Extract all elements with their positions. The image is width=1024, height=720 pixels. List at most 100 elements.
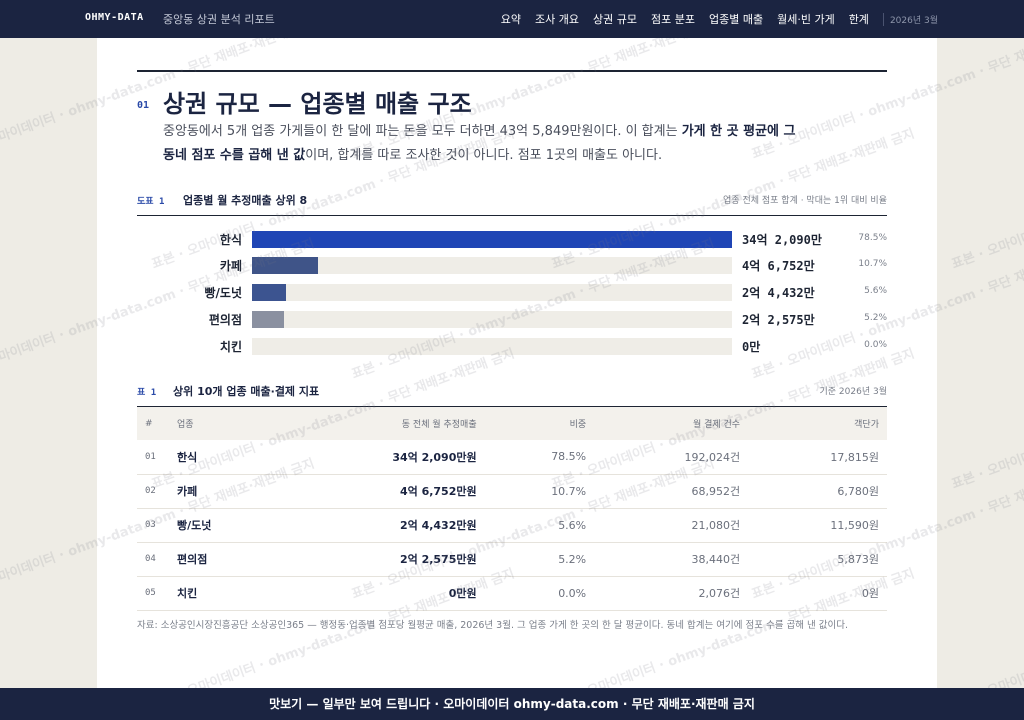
category-label: 치킨: [219, 340, 242, 354]
nav-link[interactable]: 한계: [848, 13, 869, 26]
table-cell: 05: [137, 576, 169, 611]
value-label: 34억 2,090만: [742, 233, 822, 247]
bar-track: [252, 311, 732, 328]
table-cell: 01: [137, 440, 169, 475]
nav-link[interactable]: 조사 개요: [535, 13, 580, 26]
table-cell: 34억 2,090만원: [269, 440, 485, 475]
share-label: 10.7%: [858, 259, 887, 269]
table-cell: 11,590원: [748, 508, 887, 543]
column-header: 동 전체 월 추정매출: [269, 407, 485, 440]
table-row: 01 한식 34억 2,090만원 78.5% 192,024건 17,815원: [137, 440, 887, 475]
watermark: 표본 · 오마이데이터 · ohmy-data.com · 무단 재배포·재판매…: [949, 346, 1024, 493]
table-cell: 카페: [169, 474, 269, 509]
value-label: 4억 6,752만: [742, 259, 815, 273]
chart-title: 업종별 월 추정매출 상위 8: [183, 194, 308, 207]
table-cell: 0만원: [269, 576, 485, 611]
table-cell: 10.7%: [484, 474, 595, 509]
lead-segment: 가게 한 곳 평균에 그 동네 점포 수를 곱해 낸 값: [163, 124, 796, 163]
table-cell: 2억 2,575만원: [269, 542, 485, 577]
table-cell: 5.2%: [484, 542, 595, 577]
table-rule: [137, 406, 887, 407]
brand[interactable]: OHMY-DATA: [85, 12, 144, 23]
category-label: 카페: [219, 259, 242, 273]
table-cell: 6,780원: [748, 474, 887, 509]
bar-track: [252, 338, 732, 355]
nav-link[interactable]: 요약: [500, 13, 522, 26]
chart-label: 도표 1: [137, 197, 165, 207]
table-cell: 0원: [748, 576, 887, 611]
table-cell: 2억 4,432만원: [269, 508, 485, 543]
column-header: 비중: [484, 407, 595, 440]
nav-link[interactable]: 월세·빈 가게: [777, 13, 835, 26]
bar: [252, 284, 287, 301]
section-number: 01: [137, 100, 150, 111]
value-label: 0만: [742, 340, 761, 354]
share-label: 0.0%: [864, 340, 887, 350]
watermark: 표본 · 오마이데이터 · ohmy-data.com · 무단 재배포·재판매…: [949, 126, 1024, 273]
nav-links: 요약 조사 개요 상권 규모 점포 분포 업종별 매출 월세·빈 가게 한계 2026년 3월: [501, 11, 938, 27]
bar-track: [252, 284, 732, 301]
column-header: 업종: [169, 407, 269, 440]
table-cell: 2,076건: [594, 576, 749, 611]
value-label: 2억 4,432만: [742, 286, 815, 300]
footer-banner: 맛보기 — 일부만 보여 드립니다 · 오마이데이터 ohmy-data.com…: [0, 688, 1024, 720]
nav-link[interactable]: 상권 규모: [593, 13, 637, 26]
nav-link[interactable]: 업종별 매출: [708, 13, 764, 26]
bar-track: [252, 231, 732, 248]
table-cell: 02: [137, 474, 169, 509]
table-cell: 17,815원: [748, 440, 887, 475]
table-cell: 78.5%: [484, 440, 595, 475]
chart-header: 도표 1 업종별 월 추정매출 상위 8 업종 전체 점포 합계 · 막대는 1…: [137, 192, 887, 210]
table-row: 05 치킨 0만원 0.0% 2,076건 0원: [137, 576, 887, 611]
category-label: 편의점: [208, 313, 242, 327]
top-rule: [137, 70, 887, 72]
nav-date: 2026년 3월: [882, 12, 938, 26]
bar: [252, 311, 284, 328]
table-cell: 한식: [169, 440, 269, 475]
bar: [252, 257, 318, 274]
table-cell: 04: [137, 542, 169, 577]
bar: [252, 231, 732, 248]
table-cell: 치킨: [169, 576, 269, 611]
table-cell: 빵/도넛: [169, 508, 269, 543]
nav-subtitle: 중앙동 상권 분석 리포트: [163, 13, 275, 26]
table-note: 기준 2026년 3월: [819, 387, 887, 397]
table-row: 04 편의점 2억 2,575만원 5.2% 38,440건 5,873원: [137, 542, 887, 577]
table-row: 03 빵/도넛 2억 4,432만원 5.6% 21,080건 11,590원: [137, 508, 887, 543]
table-cell: 5.6%: [484, 508, 595, 543]
value-label: 2억 2,575만: [742, 313, 815, 327]
table-cell: 21,080건: [594, 508, 749, 543]
table-label: 표 1: [137, 388, 157, 398]
nav-link[interactable]: 점포 분포: [651, 13, 695, 26]
column-header: 객단가: [748, 407, 887, 440]
category-label: 한식: [219, 233, 242, 247]
watermark: 표본 · 오마이데이터 · ohmy-data.com · 무단 재배포·재판매…: [950, 566, 1024, 688]
bar-track: [252, 257, 732, 274]
table-cell: 4억 6,752만원: [269, 474, 485, 509]
table-cell: 38,440건: [594, 542, 749, 577]
lead-paragraph: 중앙동에서 5개 업종 가게들이 한 달에 파는 돈을 모두 더하면 43억 5…: [163, 120, 803, 168]
column-header: #: [137, 407, 169, 440]
table-row: 02 카페 4억 6,752만원 10.7% 68,952건 6,780원: [137, 474, 887, 509]
lead-segment: 이며, 합계를 따로 조사한 것이 아니다. 점포 1곳의 매출도 아니다.: [305, 148, 663, 163]
table-cell: 편의점: [169, 542, 269, 577]
chart-rule: [137, 215, 887, 216]
share-label: 5.6%: [864, 286, 887, 296]
source-note: 자료: 소상공인시장진흥공단 소상공인365 — 행정동·업종별 점포당 월평균…: [137, 620, 849, 631]
nav-bar: OHMY-DATA 중앙동 상권 분석 리포트 요약 조사 개요 상권 규모 점포 분…: [0, 0, 1024, 38]
data-table: # 업종 동 전체 월 추정매출 비중 월 결제 건수 객단가 01 한식 34억 2,090만…: [137, 407, 887, 611]
category-label: 빵/도넛: [204, 286, 242, 300]
section-title: 상권 규모 — 업종별 매출 구조: [163, 90, 472, 118]
table-cell: 0.0%: [484, 576, 595, 611]
table-cell: 5,873원: [748, 542, 887, 577]
table-cell: 68,952건: [594, 474, 749, 509]
table-cell: 192,024건: [594, 440, 749, 475]
lead-segment: 중앙동에서 5개 업종 가게들이 한 달에 파는 돈을 모두 더하면 43억 5…: [163, 124, 682, 139]
column-header: 월 결제 건수: [594, 407, 749, 440]
share-label: 78.5%: [858, 233, 887, 243]
table-cell: 03: [137, 508, 169, 543]
table-title: 상위 10개 업종 매출·결제 지표: [173, 385, 320, 398]
table-header: 표 1 상위 10개 업종 매출·결제 지표 기준 2026년 3월: [137, 383, 887, 401]
share-label: 5.2%: [864, 313, 887, 323]
